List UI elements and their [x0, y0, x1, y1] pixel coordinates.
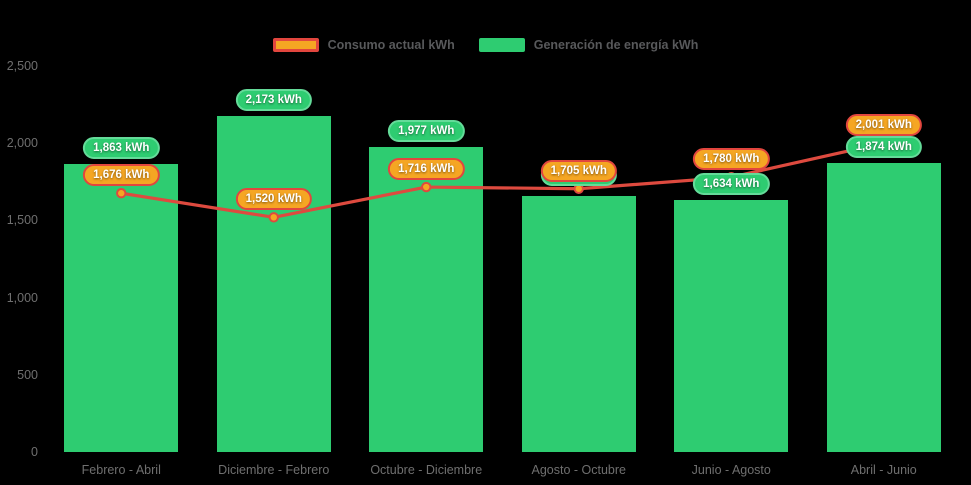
generation-bar[interactable] [216, 116, 331, 452]
legend-label: Generación de energía kWh [533, 38, 699, 52]
chart-legend: Consumo actual kWh Generación de energía … [0, 38, 971, 52]
generation-value-label: 1,977 kWh [388, 119, 465, 142]
consumption-point-marker[interactable] [116, 188, 127, 199]
generation-value-label: 2,173 kWh [235, 89, 312, 112]
generation-bar[interactable] [674, 199, 789, 452]
legend-item-generacion[interactable]: Generación de energía kWh [478, 38, 699, 52]
x-axis-category-label: Octubre - Diciembre [370, 463, 483, 477]
generation-bar[interactable] [64, 164, 179, 452]
x-axis-category-label: Febrero - Abril [81, 463, 161, 477]
y-axis-tick-label: 1,500 [6, 213, 38, 228]
consumption-value-label: 1,520 kWh [235, 188, 312, 211]
generation-bar[interactable] [826, 162, 941, 452]
y-axis-tick-label: 2,500 [6, 59, 38, 73]
y-axis-tick-label: 500 [17, 367, 38, 382]
generation-value-label: 1,874 kWh [845, 135, 922, 158]
generation-value-label: 1,634 kWh [693, 172, 770, 195]
consumption-value-label: 1,705 kWh [540, 159, 617, 182]
generation-value-label: 1,863 kWh [83, 137, 160, 160]
legend-item-consumo[interactable]: Consumo actual kWh [272, 38, 455, 52]
x-axis-category-label: Abril - Junio [850, 463, 917, 477]
consumption-value-label: 1,716 kWh [388, 158, 465, 181]
consumption-value-label: 2,001 kWh [845, 114, 922, 137]
consumption-value-label: 1,780 kWh [693, 148, 770, 171]
y-axis-tick-label: 0 [31, 445, 38, 459]
y-axis-tick-label: 1,000 [6, 290, 38, 305]
y-axis-tick-label: 2,000 [6, 136, 38, 151]
consumption-point-marker[interactable] [421, 181, 432, 193]
generation-bar[interactable] [521, 196, 636, 452]
line-series-swatch-icon [272, 38, 319, 52]
x-axis-category-label: Junio - Agosto [691, 463, 771, 477]
legend-label: Consumo actual kWh [327, 38, 455, 52]
consumption-point-marker[interactable] [268, 212, 279, 223]
generation-bar[interactable] [369, 146, 484, 452]
x-axis-category-label: Agosto - Octubre [531, 463, 627, 477]
x-axis-category-label: Diciembre - Febrero [218, 463, 330, 477]
bar-series-swatch-icon [478, 38, 525, 52]
consumption-value-label: 1,676 kWh [83, 164, 160, 187]
